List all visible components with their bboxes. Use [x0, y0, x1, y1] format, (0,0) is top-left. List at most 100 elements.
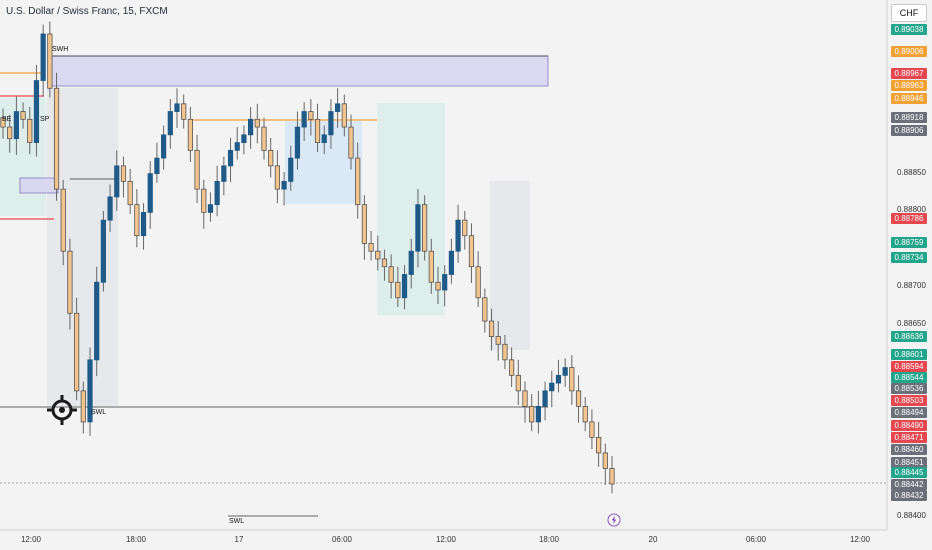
candle-body: [161, 134, 167, 159]
candle-body: [609, 468, 615, 485]
candle-body: [53, 87, 60, 190]
candle-body: [254, 118, 260, 128]
price-tag: 0.88471: [891, 432, 927, 443]
candle-body: [415, 204, 421, 252]
price-tag: 0.88759: [891, 237, 927, 248]
candle-body: [502, 343, 508, 361]
candle-body: [187, 118, 193, 151]
candle-body: [555, 374, 562, 384]
candle-body: [27, 118, 33, 143]
candle-body: [589, 421, 595, 438]
candle-body: [33, 80, 40, 143]
price-tag: 0.89006: [891, 46, 927, 57]
candle-body: [248, 118, 254, 136]
candle-body: [509, 359, 515, 376]
time-axis-tick: 06:00: [745, 535, 767, 544]
crosshair-icon[interactable]: [47, 395, 77, 425]
price-axis-tick: 0.88650: [897, 319, 926, 328]
candle-body: [495, 336, 501, 345]
candle-body: [120, 165, 127, 182]
candle-body: [488, 320, 495, 337]
candle-body: [194, 149, 200, 190]
price-tag: 0.88946: [891, 93, 927, 104]
price-tag: 0.88460: [891, 444, 927, 455]
price-tag: 0.88544: [891, 372, 927, 383]
supply-zone: [47, 55, 549, 87]
candle-body: [348, 126, 354, 159]
price-axis-tick: 0.88800: [897, 205, 926, 214]
candle-body: [127, 180, 133, 206]
candle-body: [87, 359, 93, 423]
candle-body: [515, 374, 521, 392]
candle-body: [7, 126, 13, 140]
candle-body: [462, 219, 468, 237]
time-axis-tick: 18:00: [125, 535, 147, 544]
price-tag: 0.88432: [891, 490, 927, 501]
swh-label: SWH: [52, 46, 69, 53]
bolt-icon[interactable]: [607, 513, 621, 527]
candle-body: [100, 219, 106, 283]
candle-body: [381, 258, 388, 268]
candle-body: [154, 157, 160, 175]
price-tag: 0.88601: [891, 349, 927, 360]
candle-body: [47, 33, 53, 89]
time-axis-tick: 12:00: [435, 535, 457, 544]
price-tag: 0.88503: [891, 395, 927, 406]
price-tag: 0.88786: [891, 213, 927, 224]
candle-body: [341, 103, 347, 128]
candle-body: [535, 405, 541, 423]
candle-body: [475, 266, 481, 299]
candle-body: [328, 111, 334, 136]
candle-body: [395, 281, 401, 299]
candle-body: [428, 250, 434, 283]
candle-body: [67, 250, 73, 314]
price-tag: 0.88906: [891, 125, 927, 136]
candle-body: [214, 180, 220, 206]
price-axis-tick: 0.88700: [897, 281, 926, 290]
candle-body: [74, 312, 80, 392]
candle-body: [0, 117, 6, 128]
candle-body: [482, 297, 488, 322]
candle-body: [602, 452, 608, 469]
candle-body: [401, 274, 408, 299]
candle-body: [335, 103, 341, 112]
candle-body: [268, 149, 274, 167]
candle-body: [288, 157, 294, 182]
candle-body: [281, 180, 287, 190]
candle-body: [301, 111, 307, 128]
candle-body: [261, 126, 267, 151]
price-tag: 0.88536: [891, 383, 927, 394]
candle-body: [448, 250, 454, 275]
candle-body: [542, 390, 548, 407]
time-axis-tick: 12:00: [20, 535, 42, 544]
candle-body: [241, 134, 247, 143]
sp-label: SP: [40, 116, 50, 123]
candle-body: [308, 111, 314, 120]
left-supply-zone: [19, 177, 59, 194]
candle-body: [114, 165, 120, 198]
price-tag: 0.88636: [891, 331, 927, 342]
time-axis-tick: 12:00: [849, 535, 871, 544]
candle-body: [60, 188, 66, 252]
currency-label: CHF: [891, 4, 927, 22]
candle-body: [140, 212, 147, 237]
price-tag: 0.88734: [891, 252, 927, 263]
time-axis-tick: 17: [234, 535, 244, 544]
price-tag: 0.88918: [891, 112, 927, 123]
candle-body: [422, 204, 428, 252]
swl-label: SWL: [91, 409, 107, 416]
candle-body: [321, 134, 327, 143]
candle-body: [201, 188, 207, 213]
candle-body: [582, 405, 588, 423]
be-label: BE: [2, 116, 12, 123]
price-tag: 0.88445: [891, 467, 927, 478]
candle-body: [221, 165, 227, 182]
price-tag: 0.88963: [891, 80, 927, 91]
time-axis-tick: 06:00: [331, 535, 353, 544]
candle-body: [455, 219, 461, 252]
right-zone: [490, 181, 530, 350]
candle-body: [227, 149, 234, 167]
